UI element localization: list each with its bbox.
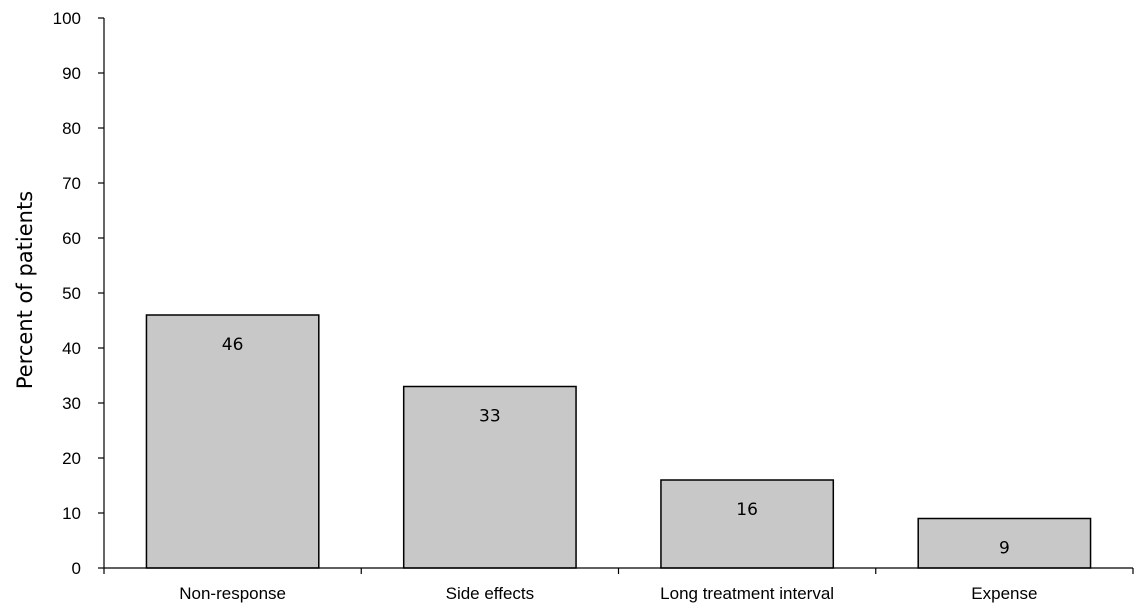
x-category-label: Non-response xyxy=(179,584,286,603)
y-tick-label: 90 xyxy=(62,64,81,83)
y-tick-label: 40 xyxy=(62,339,81,358)
y-tick-label: 10 xyxy=(62,504,81,523)
bar-data-label: 16 xyxy=(736,500,758,520)
bar-data-label: 9 xyxy=(999,539,1010,559)
y-tick-label: 70 xyxy=(62,174,81,193)
bars-group: 46 33 16 9 xyxy=(145,314,1092,569)
y-tick-label: 60 xyxy=(62,229,81,248)
y-tick-label: 30 xyxy=(62,394,81,413)
bar-data-label: 33 xyxy=(479,407,501,427)
bar xyxy=(402,385,577,569)
y-tick-label: 80 xyxy=(62,119,81,138)
bar xyxy=(145,314,320,569)
y-tick-label: 0 xyxy=(72,559,81,578)
y-axis-title: Percent of patients xyxy=(13,191,37,389)
y-tick-label: 100 xyxy=(53,9,81,28)
y-tick-label: 50 xyxy=(62,284,81,303)
y-tick-label: 20 xyxy=(62,449,81,468)
x-axis: Non-response Side effects Long treatment i… xyxy=(103,567,1134,603)
bar xyxy=(917,517,1092,569)
bar xyxy=(660,479,835,569)
y-axis: 0 10 20 30 40 50 60 70 80 90 100 xyxy=(53,9,105,578)
x-category-label: Side effects xyxy=(446,584,535,603)
bar-data-label: 46 xyxy=(222,335,244,355)
x-category-label: Long treatment interval xyxy=(660,584,834,603)
x-category-label: Expense xyxy=(971,584,1037,603)
